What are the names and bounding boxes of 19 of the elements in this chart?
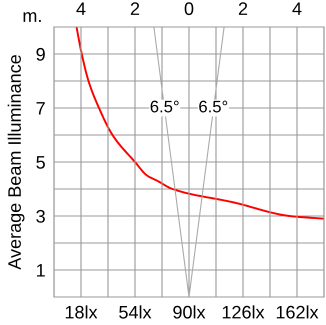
y-axis-title: Average Beam Illuminance bbox=[8, 55, 25, 270]
y-tick-label: 9 bbox=[36, 48, 45, 61]
x2-tick-label: 4 bbox=[76, 2, 86, 15]
x2-tick-label: 2 bbox=[238, 2, 248, 15]
x2-tick-label: 0 bbox=[184, 2, 194, 16]
annotation: 6.5° bbox=[150, 100, 179, 112]
x-tick-label: 90lx bbox=[173, 305, 206, 319]
x-tick-label: 126lx bbox=[222, 305, 264, 319]
x-tick-label: 162lx bbox=[276, 305, 318, 319]
y-tick-label: 1 bbox=[37, 264, 45, 277]
x-tick-label: 18lx bbox=[66, 305, 98, 319]
annotation: 6.5° bbox=[199, 100, 228, 112]
x2-tick-label: 2 bbox=[130, 2, 140, 15]
y-tick-label: 5 bbox=[36, 156, 45, 169]
y-tick-label: 3 bbox=[36, 210, 45, 223]
x2-tick-label: 4 bbox=[292, 2, 302, 15]
y-tick-label: 7 bbox=[36, 102, 45, 115]
x-tick-label: 54lx bbox=[119, 305, 152, 319]
x2-axis-title: m. bbox=[24, 12, 41, 22]
